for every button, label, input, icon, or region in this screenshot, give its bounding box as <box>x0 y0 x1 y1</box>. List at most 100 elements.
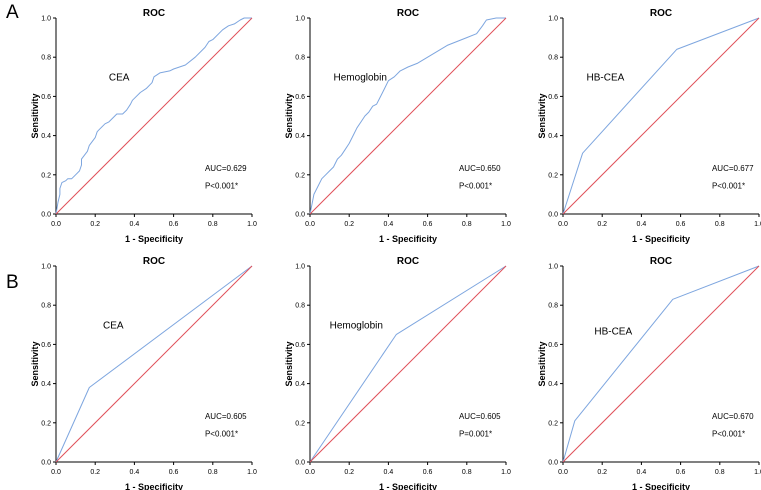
roc-curve-line <box>55 265 253 463</box>
y-tick-label: 0.4 <box>295 381 305 388</box>
reference-line <box>55 17 253 215</box>
y-tick-label: 1.0 <box>295 264 305 271</box>
row-label-b: B <box>6 272 19 293</box>
x-axis-label: 1 - Specificity <box>632 234 690 244</box>
y-tick-label: 0.8 <box>548 55 558 62</box>
roc-curve-line <box>562 265 760 463</box>
y-tick-label: 0.6 <box>41 342 51 349</box>
x-axis-label: 1 - Specificity <box>379 234 437 244</box>
y-tick-label: 0.0 <box>295 460 305 467</box>
p-value-label: P=0.001* <box>459 430 492 439</box>
chart-title: ROC <box>397 256 419 267</box>
roc-panel-a-cea: ROC 0.0 0.2 0.4 0.6 0.8 1.0 0.0 0.2 0.4 0.6 0.8 1.0 1… <box>28 6 258 244</box>
y-axis-label: Sensitivity <box>30 93 40 138</box>
y-tick-label: 0.6 <box>548 94 558 101</box>
x-tick-label: 1.0 <box>501 221 511 228</box>
auc-label: AUC=0.605 <box>205 412 247 421</box>
y-tick-label: 0.8 <box>295 303 305 310</box>
y-tick-label: 0.0 <box>295 212 305 219</box>
x-tick-label: 0.6 <box>676 221 686 228</box>
roc-chart: ROC 0.0 0.2 0.4 0.6 0.8 1.0 0.0 0.2 0.4 0.6 0.8 1.0 1… <box>284 8 511 244</box>
x-tick-label: 0.8 <box>208 221 218 228</box>
chart-title: ROC <box>143 8 165 19</box>
x-tick-label: 0.8 <box>208 469 218 476</box>
roc-curve-line <box>309 17 506 215</box>
auc-label: AUC=0.629 <box>205 164 247 173</box>
y-tick-label: 0.2 <box>41 420 51 427</box>
x-tick-label: 0.8 <box>462 221 472 228</box>
y-axis-label: Sensitivity <box>537 341 547 386</box>
variable-label: HB-CEA <box>587 73 625 84</box>
p-value-label: P<0.001* <box>712 182 745 191</box>
x-axis-label: 1 - Specificity <box>632 482 690 490</box>
y-tick-label: 0.8 <box>41 303 51 310</box>
x-tick-label: 0.2 <box>597 221 607 228</box>
x-tick-label: 1.0 <box>754 221 761 228</box>
row-label-a: A <box>6 2 19 23</box>
x-tick-label: 0.0 <box>558 469 568 476</box>
p-value-label: P<0.001* <box>459 182 492 191</box>
chart-title: ROC <box>650 256 672 267</box>
x-axis-label: 1 - Specificity <box>379 482 437 490</box>
chart-title: ROC <box>143 256 165 267</box>
x-tick-label: 0.0 <box>51 469 61 476</box>
x-tick-label: 0.6 <box>423 469 433 476</box>
y-tick-label: 0.8 <box>548 303 558 310</box>
roc-panel-a-hemoglobin: ROC 0.0 0.2 0.4 0.6 0.8 1.0 0.0 0.2 0.4 0.6 0.8 1.0 1… <box>282 6 512 244</box>
auc-label: AUC=0.670 <box>712 412 754 421</box>
x-tick-label: 0.4 <box>130 221 140 228</box>
x-tick-label: 0.2 <box>597 469 607 476</box>
y-tick-label: 1.0 <box>295 16 305 23</box>
roc-curve-line <box>55 17 252 215</box>
x-tick-label: 0.6 <box>169 221 179 228</box>
x-tick-label: 0.6 <box>423 221 433 228</box>
x-tick-label: 0.2 <box>90 469 100 476</box>
x-tick-label: 0.4 <box>130 469 140 476</box>
y-tick-label: 1.0 <box>41 16 51 23</box>
x-tick-label: 0.4 <box>637 469 647 476</box>
x-tick-label: 0.8 <box>715 469 725 476</box>
reference-line <box>562 265 760 463</box>
roc-chart: ROC 0.0 0.2 0.4 0.6 0.8 1.0 0.0 0.2 0.4 0.6 0.8 1.0 1… <box>30 256 257 490</box>
y-tick-label: 0.4 <box>295 133 305 140</box>
roc-chart: ROC 0.0 0.2 0.4 0.6 0.8 1.0 0.0 0.2 0.4 0.6 0.8 1.0 1… <box>30 8 257 244</box>
roc-panel-a-hb-cea: ROC 0.0 0.2 0.4 0.6 0.8 1.0 0.0 0.2 0.4 0.6 0.8 1.0 1… <box>535 6 761 244</box>
y-tick-label: 0.0 <box>548 460 558 467</box>
y-tick-label: 0.2 <box>41 172 51 179</box>
y-tick-label: 0.2 <box>295 420 305 427</box>
y-tick-label: 0.4 <box>41 381 51 388</box>
y-tick-label: 0.6 <box>548 342 558 349</box>
roc-chart: ROC 0.0 0.2 0.4 0.6 0.8 1.0 0.0 0.2 0.4 0.6 0.8 1.0 1… <box>537 8 761 244</box>
auc-label: AUC=0.677 <box>712 164 754 173</box>
p-value-label: P<0.001* <box>205 430 238 439</box>
variable-label: CEA <box>103 321 124 332</box>
y-tick-label: 1.0 <box>548 16 558 23</box>
x-tick-label: 0.8 <box>715 221 725 228</box>
x-tick-label: 0.4 <box>384 469 394 476</box>
y-axis-label: Sensitivity <box>284 93 294 138</box>
x-tick-label: 0.2 <box>90 221 100 228</box>
auc-label: AUC=0.605 <box>459 412 501 421</box>
x-tick-label: 0.0 <box>51 221 61 228</box>
y-tick-label: 0.0 <box>548 212 558 219</box>
roc-panel-b-hemoglobin: ROC 0.0 0.2 0.4 0.6 0.8 1.0 0.0 0.2 0.4 0.6 0.8 1.0 1… <box>282 254 512 490</box>
y-tick-label: 0.6 <box>295 342 305 349</box>
reference-line <box>562 17 760 215</box>
roc-chart: ROC 0.0 0.2 0.4 0.6 0.8 1.0 0.0 0.2 0.4 0.6 0.8 1.0 1… <box>284 256 511 490</box>
y-tick-label: 0.6 <box>41 94 51 101</box>
x-tick-label: 1.0 <box>501 469 511 476</box>
x-tick-label: 0.0 <box>305 469 315 476</box>
y-tick-label: 0.6 <box>295 94 305 101</box>
y-tick-label: 0.4 <box>41 133 51 140</box>
chart-title: ROC <box>397 8 419 19</box>
p-value-label: P<0.001* <box>712 430 745 439</box>
x-tick-label: 0.2 <box>344 469 354 476</box>
reference-line <box>55 265 253 463</box>
x-tick-label: 0.6 <box>169 469 179 476</box>
y-tick-label: 0.8 <box>41 55 51 62</box>
y-tick-label: 0.0 <box>41 460 51 467</box>
x-tick-label: 0.6 <box>676 469 686 476</box>
roc-panel-b-hb-cea: ROC 0.0 0.2 0.4 0.6 0.8 1.0 0.0 0.2 0.4 0.6 0.8 1.0 1… <box>535 254 761 490</box>
x-tick-label: 1.0 <box>247 469 257 476</box>
x-tick-label: 0.4 <box>384 221 394 228</box>
